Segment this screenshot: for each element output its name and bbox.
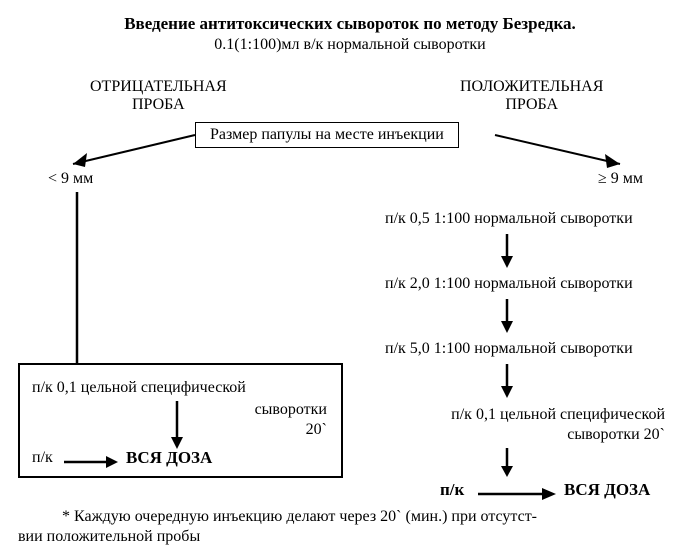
left-box-time: 20` [306, 421, 327, 439]
left-box-pk: п/к [32, 449, 53, 467]
decision-box: Размер папулы на месте инъекции [195, 122, 459, 148]
final-pk: п/к [440, 480, 464, 500]
right-step-2: п/к 2,0 1:100 нормальной сыворотки [385, 275, 633, 293]
left-box-arrow-down-icon [170, 401, 184, 451]
proba-text-right: ПРОБА [505, 96, 558, 113]
final-fulldose: ВСЯ ДОЗА [564, 480, 650, 500]
page-title: Введение антитоксических сывороток по ме… [0, 14, 700, 34]
left-vertical-line-icon [70, 192, 84, 364]
threshold-ge9: ≥ 9 мм [598, 170, 643, 188]
negative-text: ОТРИЦАТЕЛЬНАЯ [90, 78, 227, 95]
right-step-4: п/к 0,1 цельной специфической сыворотки … [390, 405, 665, 445]
threshold-lt9: < 9 мм [48, 170, 93, 188]
left-box-line1: п/к 0,1 цельной специфической [32, 379, 246, 397]
left-box-line2: сыворотки [255, 401, 327, 419]
arrow-down-1-icon [500, 234, 514, 270]
right-step-4b: сыворотки 20` [567, 426, 665, 443]
proba-text-left: ПРОБА [132, 96, 185, 113]
left-box-fulldose: ВСЯ ДОЗА [126, 448, 212, 468]
left-result-box: п/к 0,1 цельной специфической сыворотки … [18, 363, 343, 478]
arrow-to-left-icon [55, 130, 195, 175]
arrow-down-3-icon [500, 364, 514, 400]
arrow-down-4-icon [500, 448, 514, 478]
footnote-line1: * Каждую очередную инъекцию делают через… [62, 508, 537, 526]
right-step-4a: п/к 0,1 цельной специфической [451, 406, 665, 423]
final-arrow-right-icon [478, 487, 558, 501]
left-box-arrow-right-icon [64, 455, 120, 469]
arrow-down-2-icon [500, 299, 514, 335]
right-step-1: п/к 0,5 1:100 нормальной сыворотки [385, 210, 633, 228]
decision-text: Размер папулы на месте инъекции [210, 126, 444, 143]
footnote-line2: вии положительной пробы [18, 528, 200, 546]
arrow-to-right-icon [495, 130, 645, 175]
negative-branch-label: ОТРИЦАТЕЛЬНАЯ ПРОБА [90, 78, 227, 114]
positive-text: ПОЛОЖИТЕЛЬНАЯ [460, 78, 603, 95]
positive-branch-label: ПОЛОЖИТЕЛЬНАЯ ПРОБА [460, 78, 603, 114]
page-subtitle: 0.1(1:100)мл в/к нормальной сыворотки [0, 36, 700, 54]
right-step-3: п/к 5,0 1:100 нормальной сыворотки [385, 340, 633, 358]
